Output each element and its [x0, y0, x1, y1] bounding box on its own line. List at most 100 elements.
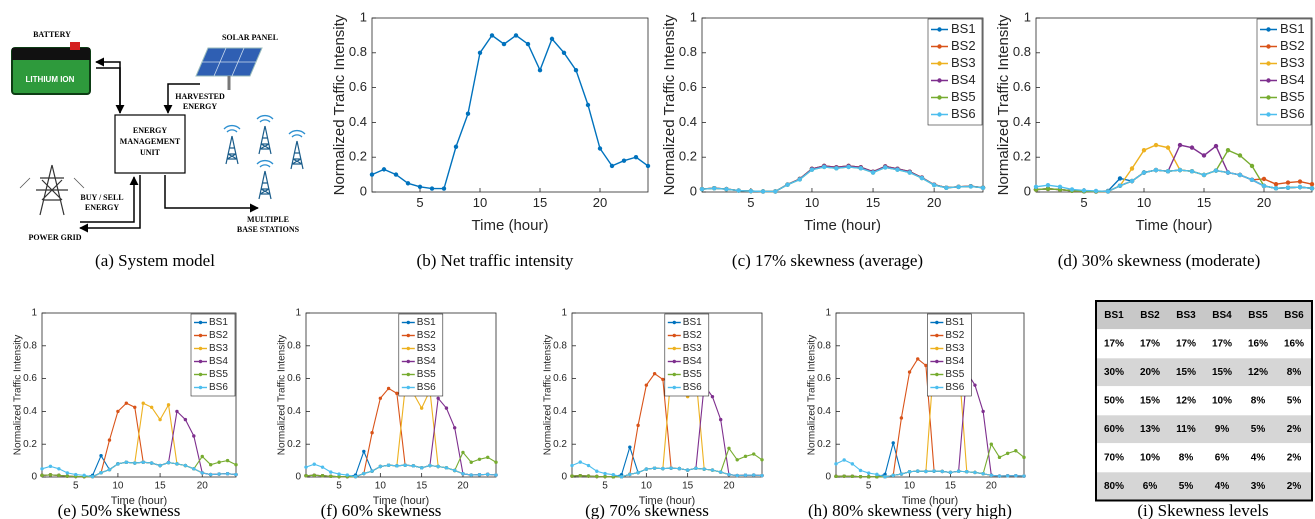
- point: [1261, 176, 1267, 182]
- point: [461, 472, 465, 476]
- point: [395, 391, 399, 396]
- legend-marker: [406, 320, 410, 325]
- point: [858, 166, 864, 171]
- point: [1081, 188, 1087, 193]
- legend-marker: [937, 27, 942, 32]
- x-tick-label: 5: [602, 481, 608, 492]
- x-tick-label: 10: [641, 481, 653, 492]
- legend-marker: [1266, 61, 1271, 66]
- point: [1033, 184, 1039, 189]
- battery-top: [12, 48, 90, 60]
- point: [183, 463, 188, 468]
- legend-label: BS5: [683, 369, 702, 380]
- point: [158, 417, 162, 422]
- series-line: [1035, 169, 1313, 193]
- legend-marker: [198, 333, 203, 338]
- point: [875, 472, 879, 477]
- harvest-label: HARVESTED: [175, 92, 225, 101]
- x-tick-label: 5: [73, 481, 79, 492]
- point: [619, 475, 624, 479]
- table-row: [1095, 386, 1313, 416]
- tower-icon: [256, 159, 274, 200]
- point: [948, 470, 953, 475]
- point: [395, 464, 399, 468]
- table-cell: 60%: [1104, 424, 1124, 435]
- y-tick-label: 0: [1024, 183, 1031, 198]
- arrow: [80, 176, 139, 223]
- point: [208, 472, 213, 477]
- table-cell: 2%: [1287, 481, 1302, 492]
- point: [329, 470, 333, 474]
- y-tick-label: 1: [295, 308, 301, 319]
- point: [428, 463, 432, 468]
- bs-label: MULTIPLE: [247, 215, 289, 224]
- x-tick-label: 10: [805, 195, 819, 210]
- table-header: BS2: [1140, 310, 1160, 321]
- point: [842, 474, 846, 478]
- series-line: [41, 461, 237, 478]
- point: [133, 405, 137, 409]
- point: [875, 475, 879, 479]
- point: [345, 473, 350, 477]
- table-header: BS1: [1104, 310, 1124, 321]
- legend-marker: [935, 320, 939, 325]
- point: [727, 446, 731, 450]
- point: [419, 466, 424, 470]
- point: [501, 41, 507, 47]
- point: [208, 463, 213, 467]
- point: [1309, 186, 1315, 191]
- point: [1273, 186, 1279, 191]
- y-tick-label: 0.8: [23, 340, 37, 351]
- point: [353, 474, 358, 479]
- battery-terminal: [70, 42, 80, 50]
- legend-label: BS4: [1280, 72, 1305, 87]
- arrow: [95, 57, 121, 113]
- point: [907, 170, 912, 175]
- point: [217, 472, 221, 476]
- point: [1105, 189, 1111, 194]
- point: [997, 474, 1002, 478]
- legend-label: BS5: [1280, 89, 1305, 104]
- point: [149, 405, 154, 409]
- table-row: [1095, 414, 1313, 444]
- point: [858, 468, 863, 473]
- y-axis-label: Normalized Traffic Intensity: [807, 335, 818, 455]
- caption: (h) 80% skewness (very high): [808, 501, 1012, 519]
- point: [586, 463, 591, 468]
- legend-label: BS1: [683, 317, 702, 328]
- caption: (e) 50% skewness: [58, 501, 181, 519]
- table-cell: 6%: [1143, 481, 1158, 492]
- legend-label: BS4: [951, 72, 976, 87]
- legend-marker: [672, 320, 676, 325]
- point: [883, 165, 888, 170]
- axes-box: [701, 17, 984, 193]
- point: [57, 467, 61, 471]
- y-tick-label: 0.4: [287, 406, 301, 417]
- point: [652, 466, 657, 470]
- point: [973, 383, 977, 387]
- point: [175, 462, 179, 466]
- legend-label: BS6: [945, 382, 964, 393]
- point: [652, 371, 657, 376]
- point: [891, 473, 895, 478]
- y-tick-label: 0.2: [1013, 149, 1031, 164]
- point: [337, 474, 341, 479]
- grid-label: POWER GRID: [28, 233, 81, 242]
- bs-label: BASE STATIONS: [237, 225, 300, 234]
- point: [907, 470, 912, 474]
- point: [895, 167, 900, 172]
- point: [760, 473, 764, 478]
- point: [417, 184, 423, 189]
- y-tick-label: 0.8: [679, 44, 697, 59]
- point: [1129, 166, 1135, 171]
- axes-box: [835, 312, 1025, 478]
- point: [940, 469, 944, 474]
- battery-brand: LITHIUM ION: [26, 75, 75, 84]
- point: [107, 467, 112, 472]
- y-tick-label: 0.8: [817, 340, 831, 351]
- table-cell: 8%: [1251, 395, 1266, 406]
- point: [748, 188, 754, 194]
- tower-icon: [256, 114, 274, 155]
- point: [797, 177, 802, 182]
- y-tick-label: 1: [31, 308, 37, 319]
